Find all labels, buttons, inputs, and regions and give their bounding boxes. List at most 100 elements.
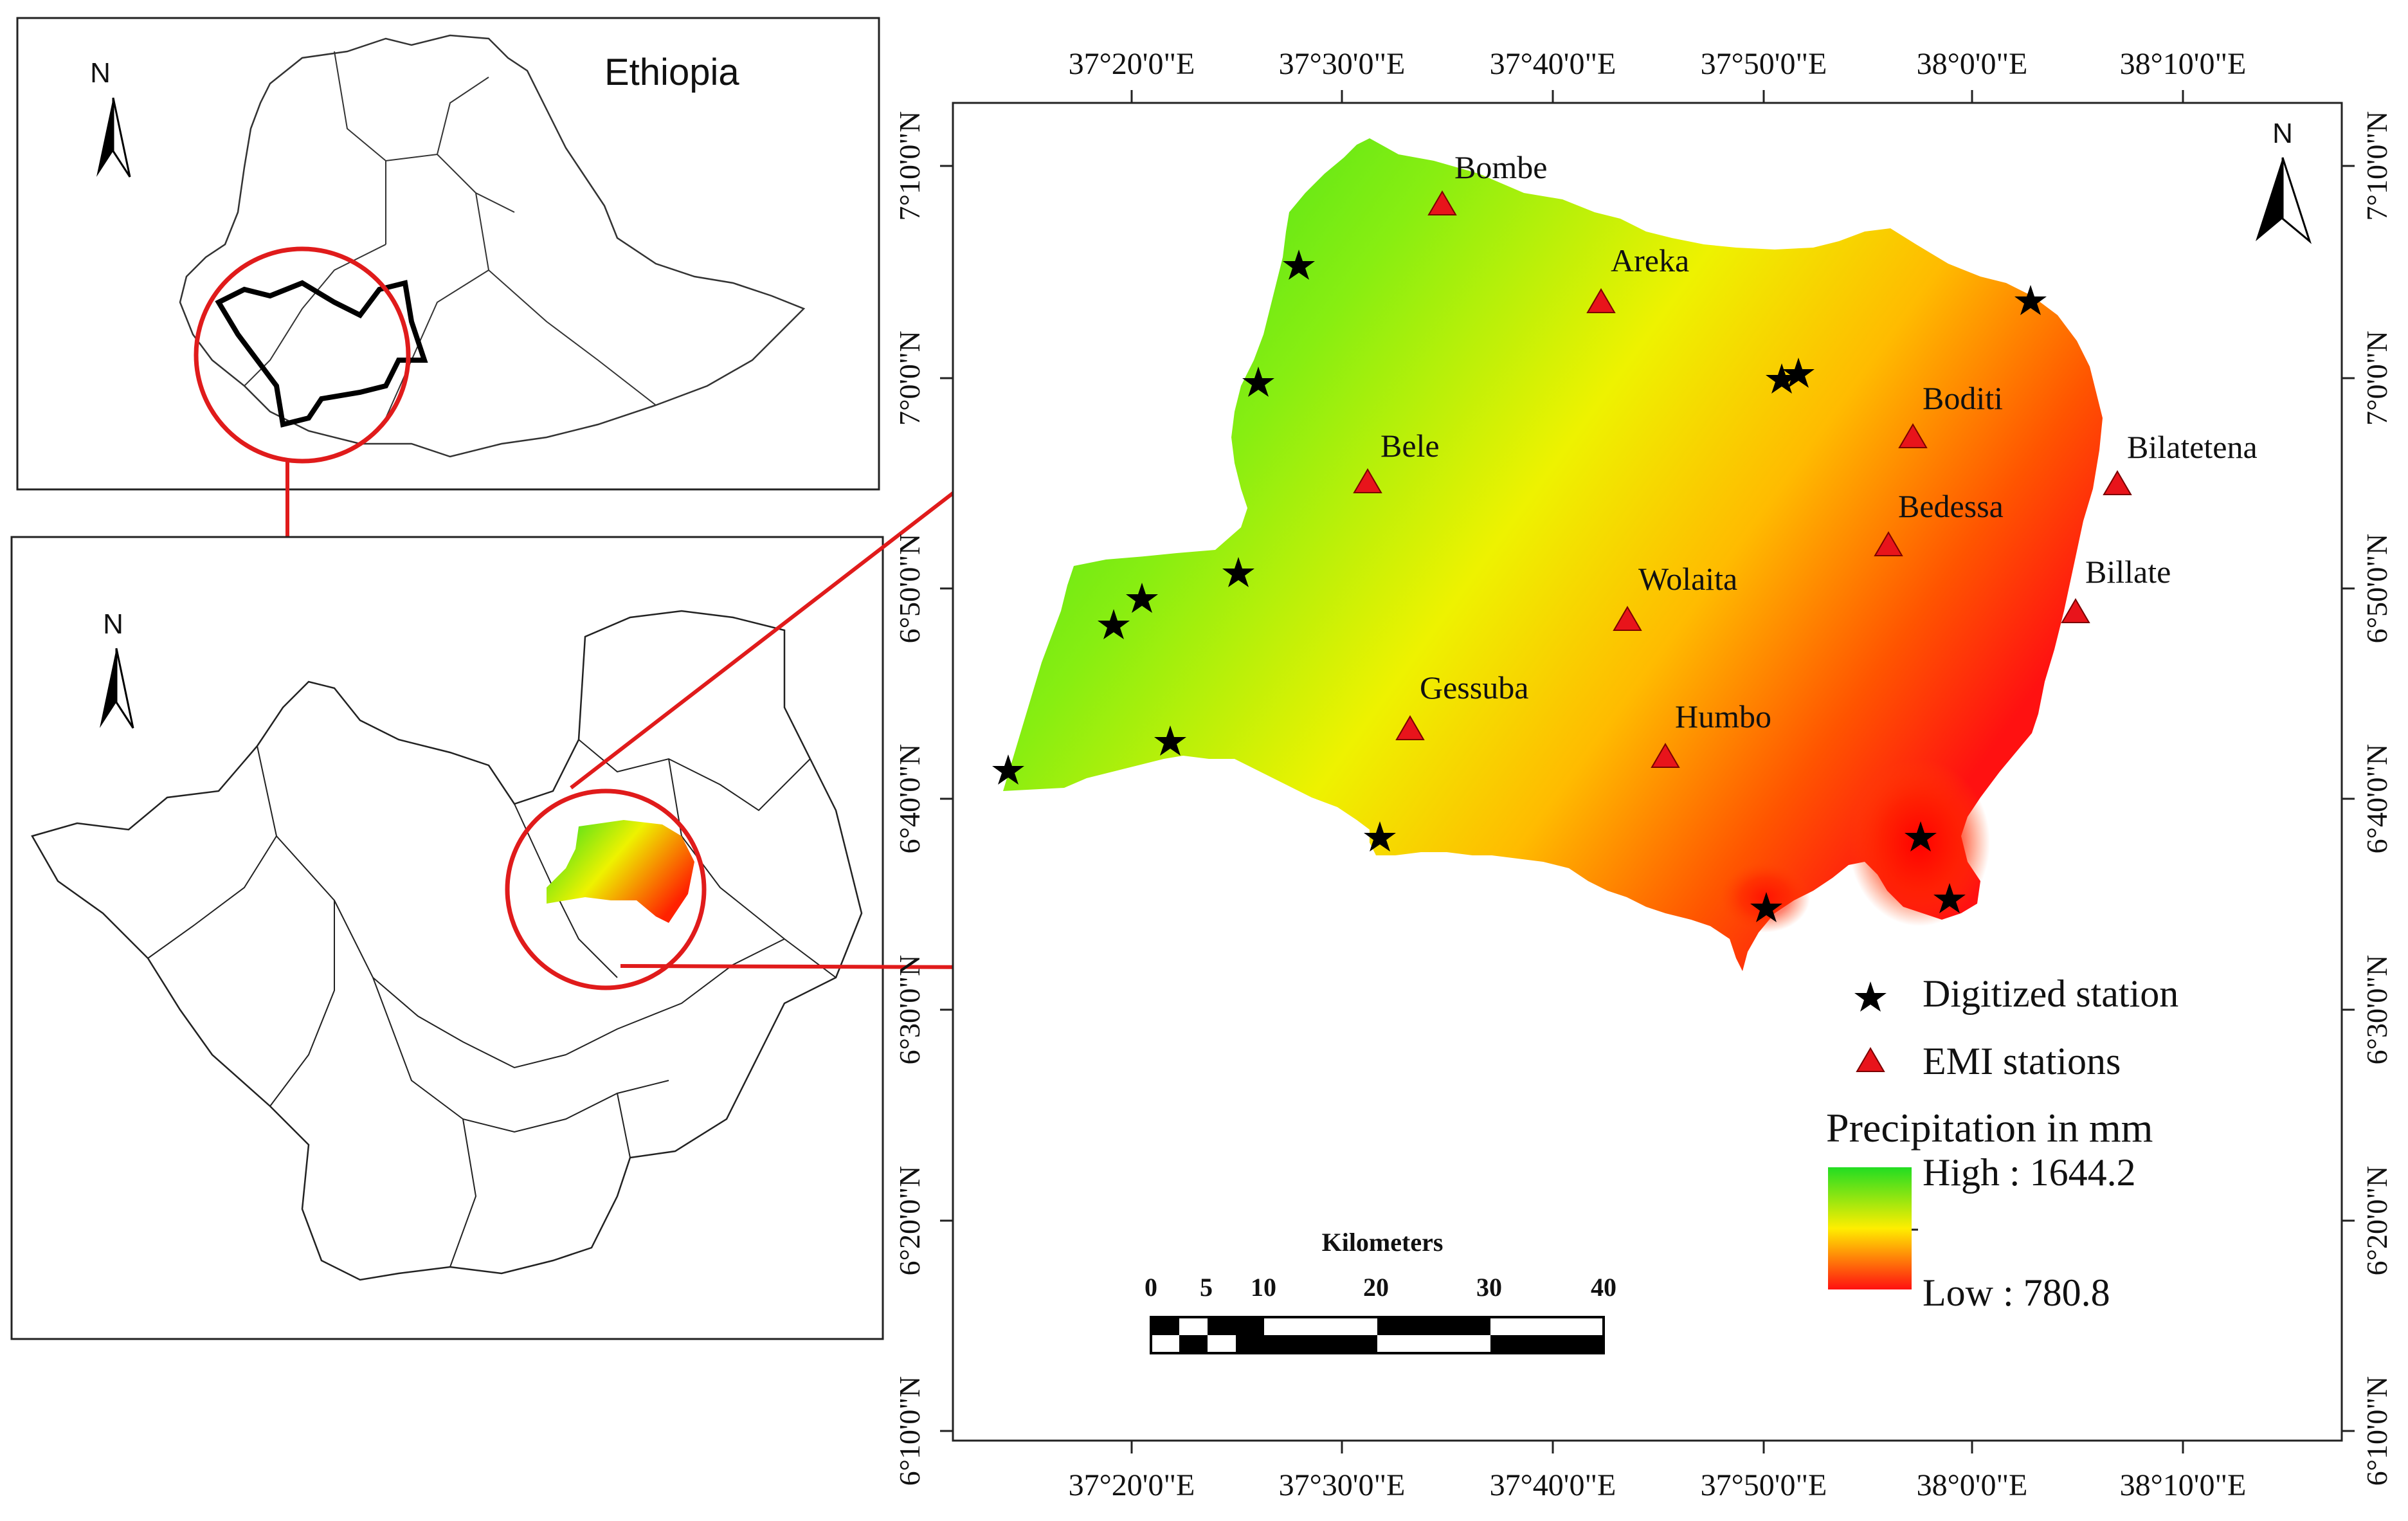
legend: Digitized station EMI stations Precipita… bbox=[1826, 972, 2178, 1314]
lat-label: 6°10'0"N bbox=[893, 1376, 926, 1486]
lat-label: 6°50'0"N bbox=[2360, 534, 2393, 644]
lon-label: 37°20'0"E bbox=[1069, 47, 1195, 81]
north-arrow-top: N bbox=[90, 57, 131, 178]
digitized-stations bbox=[992, 250, 2047, 922]
scale-tick: 10 bbox=[1251, 1273, 1276, 1302]
lat-label: 7°0'0"N bbox=[893, 331, 926, 426]
main-map: Bombe Areka Bele Boditi Bilatetena Bedes… bbox=[893, 47, 2393, 1502]
emi-station-boditi bbox=[1898, 423, 1928, 448]
north-label: N bbox=[2272, 118, 2293, 149]
scale-bar-title: Kilometers bbox=[1322, 1228, 1444, 1257]
study-area-circle bbox=[194, 246, 411, 464]
inset-ethiopia-frame bbox=[16, 17, 880, 491]
station-label: Billate bbox=[2085, 554, 2171, 590]
digitized-station bbox=[2014, 285, 2047, 315]
lon-label: 37°20'0"E bbox=[1069, 1468, 1195, 1502]
zoom-circle bbox=[505, 788, 707, 990]
legend-high-label: High : 1644.2 bbox=[1923, 1151, 2136, 1194]
lat-label: 6°20'0"N bbox=[2360, 1166, 2393, 1276]
map-ticks bbox=[940, 90, 2355, 1453]
lat-label: 6°30'0"N bbox=[2360, 955, 2393, 1065]
digitized-station bbox=[992, 754, 1024, 785]
digitized-station bbox=[1222, 557, 1254, 587]
north-label: N bbox=[103, 608, 123, 640]
basin-precipitation bbox=[1003, 138, 2103, 971]
zones-outline bbox=[31, 610, 863, 1281]
digitized-station bbox=[1364, 821, 1396, 852]
lon-label: 37°50'0"E bbox=[1701, 47, 1827, 81]
emi-station-bilatetena bbox=[2103, 470, 2132, 495]
scale-bar-ticks: 0 5 10 20 30 40 bbox=[1145, 1273, 1616, 1302]
lat-label: 6°40'0"N bbox=[893, 744, 926, 854]
digitized-station bbox=[1154, 725, 1186, 756]
legend-emi-label: EMI stations bbox=[1923, 1040, 2121, 1082]
north-arrow-icon bbox=[2256, 158, 2283, 241]
lon-label: 38°0'0"E bbox=[1917, 47, 2028, 81]
lon-label: 37°30'0"E bbox=[1279, 47, 1406, 81]
legend-digitized-label: Digitized station bbox=[1923, 972, 2178, 1015]
lat-label: 6°50'0"N bbox=[893, 534, 926, 644]
digitized-station bbox=[1766, 363, 1798, 394]
emi-station-gessuba bbox=[1395, 715, 1425, 740]
inset-zones: N bbox=[10, 536, 884, 1340]
lon-label: 37°30'0"E bbox=[1279, 1468, 1406, 1502]
digitized-station bbox=[1905, 821, 1937, 852]
emi-station-humbo bbox=[1651, 743, 1680, 768]
study-area-outline bbox=[215, 280, 428, 428]
lon-labels-bottom: 37°20'0"E 37°30'0"E 37°40'0"E 37°50'0"E … bbox=[1069, 1468, 2247, 1502]
scale-bar: Kilometers 0 5 10 20 30 40 bbox=[1145, 1228, 1616, 1354]
digitized-station bbox=[1933, 883, 1966, 913]
lon-label: 38°0'0"E bbox=[1917, 1468, 2028, 1502]
lat-label: 6°30'0"N bbox=[893, 955, 926, 1065]
emi-station-bedessa bbox=[1874, 531, 1903, 556]
lat-label: 7°10'0"N bbox=[2360, 111, 2393, 221]
lat-label: 7°10'0"N bbox=[893, 111, 926, 221]
north-arrow-icon bbox=[100, 648, 116, 728]
station-label: Humbo bbox=[1675, 698, 1771, 734]
north-label: N bbox=[90, 57, 111, 89]
north-arrow-icon bbox=[96, 98, 113, 177]
station-label: Bilatetena bbox=[2127, 429, 2258, 465]
station-label: Wolaita bbox=[1638, 561, 1737, 597]
lat-label: 6°40'0"N bbox=[2360, 744, 2393, 854]
scale-tick: 5 bbox=[1200, 1273, 1213, 1302]
emi-station-wolaita bbox=[1613, 606, 1642, 631]
north-arrow-mid: N bbox=[100, 608, 134, 729]
emi-stations bbox=[1353, 190, 2132, 768]
legend-low-label: Low : 780.8 bbox=[1923, 1271, 2110, 1314]
legend-star-icon bbox=[1854, 981, 1887, 1012]
scale-tick: 0 bbox=[1145, 1273, 1157, 1302]
inset-title: Ethiopia bbox=[604, 51, 739, 93]
digitized-station bbox=[1782, 358, 1815, 388]
lat-label: 6°20'0"N bbox=[893, 1166, 926, 1276]
digitized-station bbox=[1750, 892, 1782, 922]
ethiopia-regions bbox=[244, 51, 656, 419]
emi-station-bele bbox=[1353, 468, 1382, 493]
lon-labels-top: 37°20'0"E 37°30'0"E 37°40'0"E 37°50'0"E … bbox=[1069, 47, 2247, 81]
digitized-station bbox=[1098, 609, 1130, 639]
lon-label: 37°40'0"E bbox=[1490, 47, 1616, 81]
scale-tick: 30 bbox=[1476, 1273, 1502, 1302]
station-label: Areka bbox=[1611, 242, 1689, 278]
emi-station-areka bbox=[1586, 288, 1616, 313]
lat-label: 6°10'0"N bbox=[2360, 1376, 2393, 1486]
scale-tick: 20 bbox=[1363, 1273, 1389, 1302]
emi-station-bombe bbox=[1427, 190, 1457, 215]
digitized-station bbox=[1242, 367, 1274, 397]
lon-label: 37°50'0"E bbox=[1701, 1468, 1827, 1502]
station-label: Bedessa bbox=[1898, 488, 2004, 524]
scale-tick: 40 bbox=[1591, 1273, 1616, 1302]
mini-study-area bbox=[547, 820, 694, 923]
legend-color-ramp bbox=[1828, 1167, 1912, 1289]
lon-label: 38°10'0"E bbox=[2120, 1468, 2247, 1502]
emi-station-billate bbox=[2061, 598, 2090, 623]
legend-title: Precipitation in mm bbox=[1826, 1105, 2153, 1151]
inset-ethiopia: Ethiopia N bbox=[16, 17, 880, 491]
station-labels: Bombe Areka Bele Boditi Bilatetena Bedes… bbox=[1381, 149, 2258, 734]
station-label: Boditi bbox=[1923, 380, 2003, 416]
ethiopia-outline bbox=[179, 34, 806, 458]
station-label: Gessuba bbox=[1420, 669, 1528, 706]
lat-label: 7°0'0"N bbox=[2360, 331, 2393, 426]
lat-labels-right: 7°10'0"N 7°0'0"N 6°50'0"N 6°40'0"N 6°30'… bbox=[2360, 111, 2393, 1486]
